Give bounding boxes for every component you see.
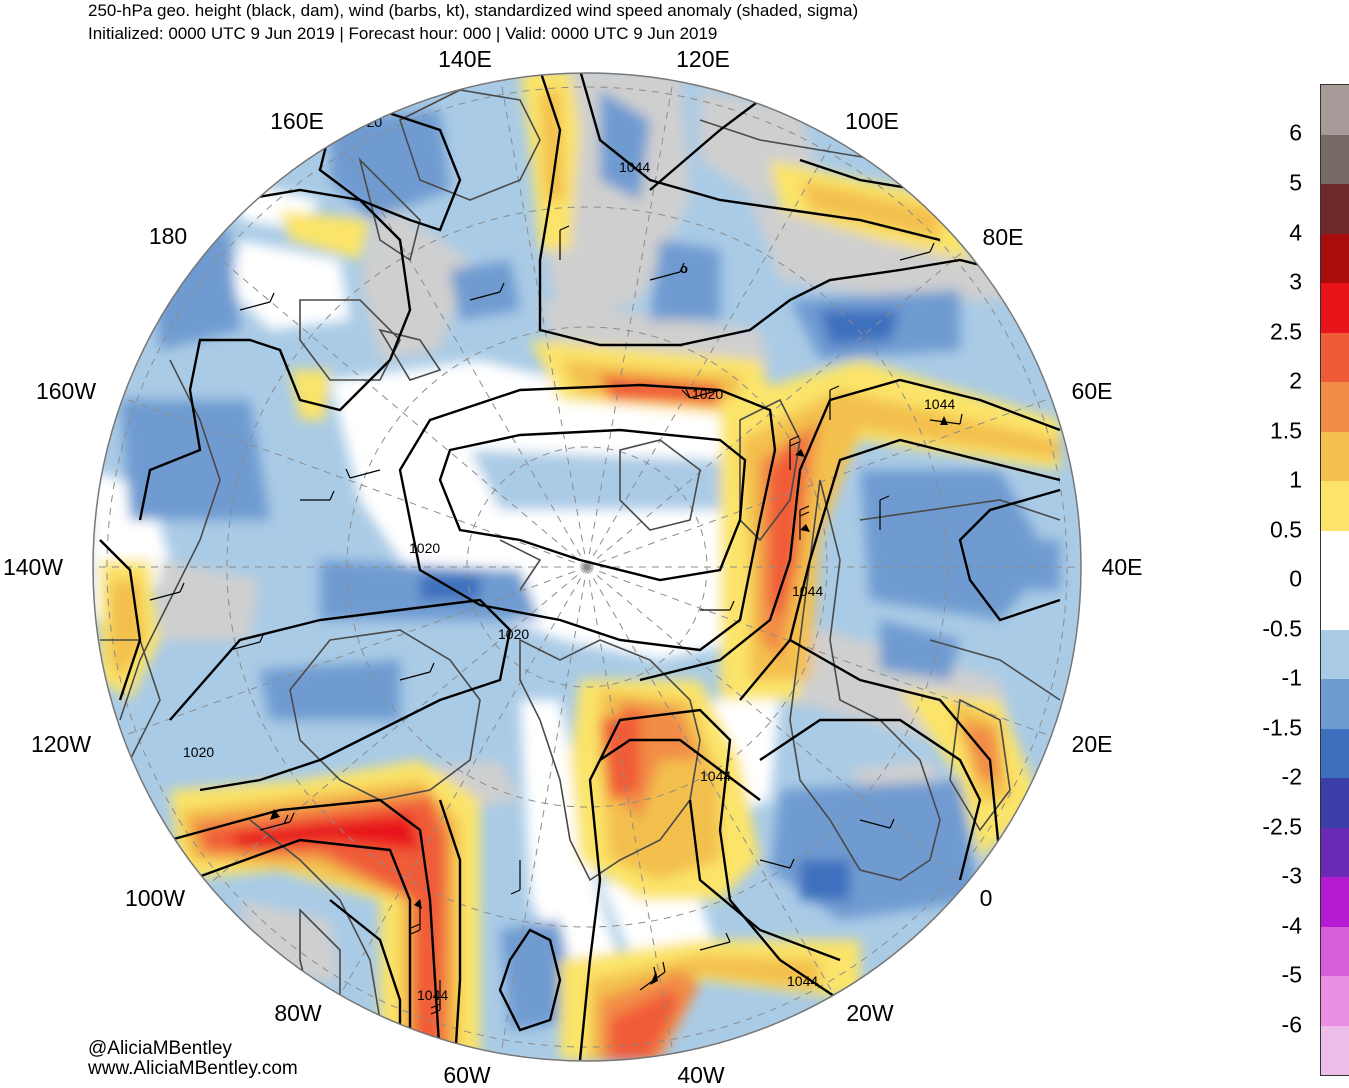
lon-label-20e: 20E — [1071, 731, 1113, 757]
colorbar-swatch — [1321, 530, 1349, 580]
author-handle: @AliciaMBentley — [88, 1038, 232, 1059]
low-center-marker: o — [680, 261, 688, 276]
colorbar-swatch — [1321, 481, 1349, 531]
lon-label-120w: 120W — [30, 731, 92, 757]
colorbar-label: -5 — [1281, 961, 1302, 988]
colorbar-swatch — [1321, 580, 1349, 630]
map-border — [92, 72, 1082, 1062]
lon-label-160w: 160W — [35, 378, 97, 404]
lon-label-60e: 60E — [1071, 378, 1113, 404]
colorbar-swatch — [1321, 134, 1349, 184]
lon-label-40w: 40W — [677, 1062, 725, 1088]
colorbar-label: -2 — [1281, 763, 1302, 790]
colorbar-swatch — [1321, 431, 1349, 481]
colorbar-label: -2.5 — [1262, 813, 1302, 840]
colorbar-label: 2.5 — [1270, 318, 1302, 345]
colorbar-label: 0 — [1289, 565, 1302, 592]
colorbar-swatch — [1321, 283, 1349, 333]
lon-label-40e: 40E — [1101, 554, 1143, 580]
colorbar-swatch — [1321, 629, 1349, 679]
colorbar-swatch — [1321, 976, 1349, 1026]
contour-label: 1020 — [183, 744, 214, 760]
lon-label-20w: 20W — [846, 1000, 894, 1026]
colorbar-swatch — [1321, 233, 1349, 283]
contour-label: 1044 — [619, 159, 650, 175]
lon-label-180: 180 — [148, 223, 188, 249]
colorbar-label: -3 — [1281, 862, 1302, 889]
lon-label-100e: 100E — [845, 108, 899, 134]
colorbar-swatch — [1321, 827, 1349, 877]
colorbar-label: 6 — [1289, 119, 1302, 146]
contour-label: 1020 — [692, 386, 723, 402]
colorbar-swatch — [1321, 926, 1349, 976]
colorbar-label: 0.5 — [1270, 516, 1302, 543]
map-title: 250-hPa geo. height (black, dam), wind (… — [88, 1, 859, 20]
colorbar-label: 2 — [1289, 367, 1302, 394]
contour-label: 1020 — [409, 540, 440, 556]
lon-label-60w: 60W — [443, 1062, 491, 1088]
colorbar-label: -1.5 — [1262, 714, 1302, 741]
map-subtitle: Initialized: 0000 UTC 9 Jun 2019 | Forec… — [88, 24, 718, 43]
lon-label-120e: 120E — [676, 46, 730, 72]
colorbar-label: -6 — [1281, 1011, 1302, 1038]
lon-label-140e: 140E — [438, 46, 492, 72]
contour-label: 1044 — [700, 768, 731, 784]
colorbar — [1320, 84, 1349, 1076]
colorbar-label: 1.5 — [1270, 417, 1302, 444]
colorbar-swatch — [1321, 728, 1349, 778]
colorbar-label: -1 — [1281, 664, 1302, 691]
colorbar-label: 5 — [1289, 169, 1302, 196]
contour-label: 1044 — [417, 987, 448, 1003]
lon-label-80w: 80W — [274, 1000, 322, 1026]
colorbar-swatch — [1321, 85, 1349, 135]
colorbar-swatch — [1321, 184, 1349, 234]
colorbar-swatch — [1321, 778, 1349, 828]
contour-label: 1020 — [351, 114, 382, 130]
colorbar-swatch — [1321, 679, 1349, 729]
lon-label-80e: 80E — [982, 224, 1024, 250]
colorbar-swatch — [1321, 1025, 1349, 1075]
contour-label: 1044 — [924, 396, 955, 412]
colorbar-label: 3 — [1289, 268, 1302, 295]
colorbar-swatch — [1321, 332, 1349, 382]
wind-barbs — [149, 225, 963, 1015]
colorbar-label: 1 — [1289, 466, 1302, 493]
wind-flags — [270, 416, 948, 985]
lon-label-100w: 100W — [124, 885, 186, 911]
lon-label-0: 0 — [979, 885, 993, 911]
colorbar-swatch — [1321, 382, 1349, 432]
contour-label: 1020 — [498, 626, 529, 642]
author-website: www.AliciaMBentley.com — [88, 1058, 298, 1079]
contour-label: 1044 — [787, 973, 818, 989]
lon-label-160e: 160E — [270, 108, 324, 134]
colorbar-label: -4 — [1281, 912, 1302, 939]
lon-label-140w: 140W — [2, 554, 64, 580]
colorbar-swatch — [1321, 877, 1349, 927]
colorbar-label: 4 — [1289, 219, 1302, 246]
colorbar-label: -0.5 — [1262, 615, 1302, 642]
contour-label: 1044 — [792, 583, 823, 599]
